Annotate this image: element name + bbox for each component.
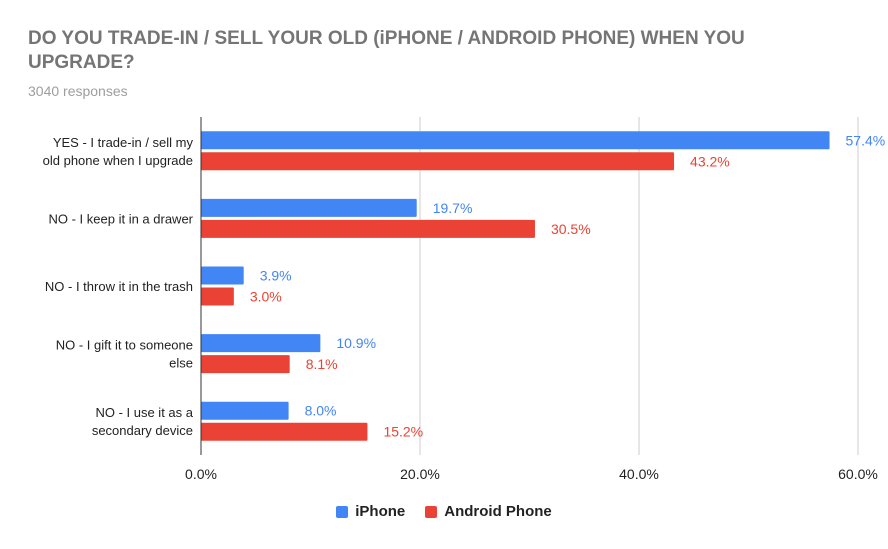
legend-label-iphone: iPhone xyxy=(355,503,406,520)
data-label-iphone-3: 10.9% xyxy=(336,335,376,351)
bar-android-2 xyxy=(201,287,234,306)
chart-subtitle: 3040 responses xyxy=(28,83,128,99)
bar-android-4 xyxy=(201,422,368,441)
category-label-4-line-0: NO - I use it as a xyxy=(95,405,193,420)
bar-iphone-4 xyxy=(201,401,289,420)
chart-title: DO YOU TRADE-IN / SELL YOUR OLD (iPHONE … xyxy=(28,28,745,73)
category-label-1-line-0: NO - I keep it in a drawer xyxy=(49,211,194,226)
data-label-android-2: 3.0% xyxy=(250,289,282,305)
x-tick-label-0: 0.0% xyxy=(185,466,217,482)
legend: iPhone Android Phone xyxy=(0,503,888,520)
data-label-android-1: 30.5% xyxy=(551,221,591,237)
category-label-3-line-0: NO - I gift it to someone xyxy=(56,338,193,353)
bar-iphone-0 xyxy=(201,131,830,150)
bar-android-3 xyxy=(201,355,290,374)
bar-iphone-2 xyxy=(201,266,244,285)
data-label-iphone-4: 8.0% xyxy=(305,403,337,419)
data-label-iphone-2: 3.9% xyxy=(260,268,292,284)
x-tick-label-2: 40.0% xyxy=(619,466,659,482)
x-tick-label-1: 20.0% xyxy=(400,466,440,482)
data-label-android-3: 8.1% xyxy=(306,356,338,372)
legend-item-android[interactable]: Android Phone xyxy=(425,503,552,520)
data-label-iphone-0: 57.4% xyxy=(846,132,886,148)
category-label-3-line-1: else xyxy=(169,356,193,371)
data-label-iphone-1: 19.7% xyxy=(433,200,473,216)
legend-item-iphone[interactable]: iPhone xyxy=(336,503,405,520)
legend-swatch-android xyxy=(425,505,438,518)
category-label-0-line-1: old phone when I upgrade xyxy=(43,153,193,168)
legend-label-android: Android Phone xyxy=(444,503,552,520)
bar-android-0 xyxy=(201,152,675,171)
category-label-0-line-0: YES - I trade-in / sell my xyxy=(53,135,194,150)
bar-android-1 xyxy=(201,219,535,238)
data-label-android-0: 43.2% xyxy=(690,153,730,169)
legend-swatch-iphone xyxy=(336,505,349,518)
category-label-2-line-0: NO - I throw it in the trash xyxy=(45,279,193,294)
category-label-4-line-1: secondary device xyxy=(92,423,193,438)
bar-iphone-1 xyxy=(201,198,417,217)
bar-iphone-3 xyxy=(201,334,321,353)
x-tick-label-3: 60.0% xyxy=(838,466,878,482)
data-label-android-4: 15.2% xyxy=(383,424,423,440)
